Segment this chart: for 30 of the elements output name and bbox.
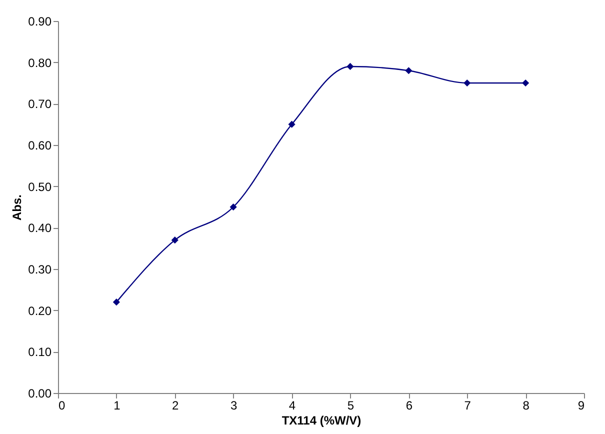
y-tick-label: 0.30	[28, 262, 52, 276]
point	[288, 120, 296, 128]
y-tick-label: 0.60	[28, 138, 52, 152]
y-tick-label: 0.90	[28, 14, 52, 28]
x-tick-label: 8	[522, 398, 530, 412]
point	[346, 62, 354, 70]
point	[171, 236, 178, 244]
x-tick-label: 7	[464, 398, 472, 412]
y-tick-label: 0.50	[28, 180, 52, 194]
point	[112, 298, 120, 306]
y-tick-label: 0.80	[28, 56, 52, 70]
x-tick-label: 6	[406, 398, 413, 412]
x-tick-label: 9	[578, 398, 585, 412]
x-tick-label: 5	[347, 398, 354, 412]
point	[230, 203, 237, 211]
x-tick-label: 2	[172, 398, 180, 412]
x-axis-title: TX114 (%W/V)	[282, 414, 362, 428]
y-tick-label: 0.00	[28, 386, 52, 400]
x-tick-label: 0	[58, 398, 66, 412]
y-axis-title: Abs.	[10, 194, 24, 221]
y-tick-label: 0.70	[28, 97, 52, 112]
x-tick-label: 4	[288, 398, 296, 412]
y-tick-label: 0.10	[28, 345, 52, 360]
point	[405, 67, 412, 74]
x-tick-label: 3	[230, 398, 238, 412]
y-tick-label: 0.40	[28, 221, 52, 236]
y-tick-label: 0.20	[28, 304, 52, 318]
point	[464, 79, 471, 87]
x-tick-label: 1	[114, 398, 121, 412]
point	[522, 79, 530, 87]
